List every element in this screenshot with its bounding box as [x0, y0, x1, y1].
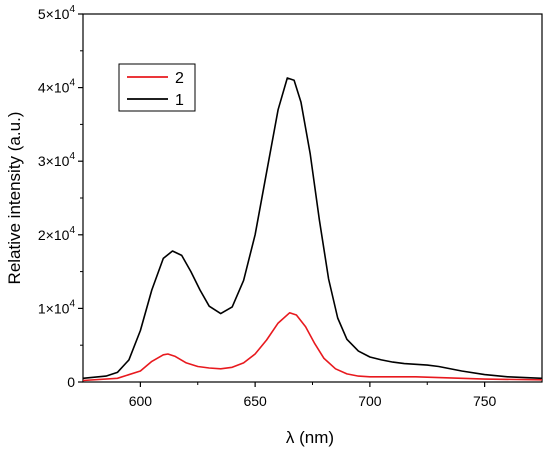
y-tick-mantissa: 3×10 [38, 153, 70, 169]
legend: 21 [118, 63, 196, 112]
y-tick-label: 4×104 [38, 78, 76, 96]
series-line-1 [82, 77, 543, 380]
legend-label: 2 [175, 70, 184, 87]
y-tick-exponent: 4 [69, 151, 75, 162]
x-tick-label: 650 [243, 393, 267, 409]
y-tick-exponent: 4 [69, 4, 75, 15]
x-tick-label: 700 [358, 393, 382, 409]
series-line-2 [82, 312, 543, 382]
y-tick-mantissa: 5×10 [38, 6, 70, 22]
x-tick-label: 600 [129, 393, 153, 409]
legend-label: 1 [175, 92, 184, 109]
series-layer [82, 77, 543, 382]
y-tick-exponent: 4 [69, 78, 75, 89]
y-tick-label: 0 [67, 374, 75, 390]
y-tick-mantissa: 2×10 [38, 227, 70, 243]
x-tick-label: 750 [473, 393, 497, 409]
y-tick-mantissa: 4×10 [38, 80, 70, 96]
y-tick-exponent: 4 [69, 225, 75, 236]
y-tick-label: 1×104 [38, 298, 76, 316]
y-tick-label: 3×104 [38, 151, 76, 169]
y-tick-mantissa: 0 [67, 374, 75, 390]
y-tick-mantissa: 1×10 [38, 300, 70, 316]
legend-box [118, 63, 196, 112]
y-tick-exponent: 4 [69, 298, 75, 309]
x-axis-label: λ (nm) [286, 428, 334, 447]
y-tick-label: 5×104 [38, 4, 76, 22]
y-axis-label: Relative intensity (a.u.) [5, 112, 24, 285]
y-tick-label: 2×104 [38, 225, 76, 243]
